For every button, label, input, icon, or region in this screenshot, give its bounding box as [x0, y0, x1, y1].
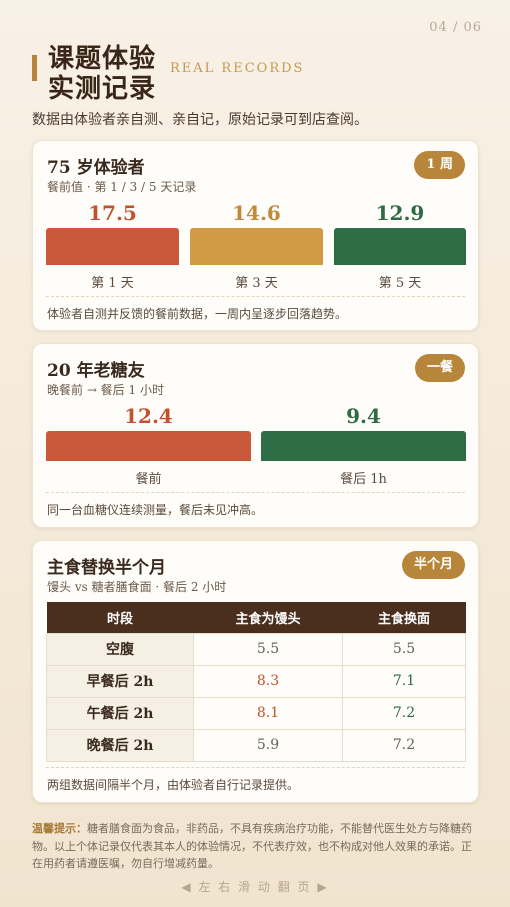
- row: 早餐后 2h 8.3 7.1: [46, 664, 466, 698]
- label: 第 5 天: [378, 276, 422, 291]
- label: 第 3 天: [235, 276, 278, 291]
- title: 实测记录: [48, 74, 157, 104]
- divider: [46, 296, 465, 297]
- label: 第 1 天: [91, 276, 134, 291]
- cell: 空腹: [46, 632, 194, 666]
- disclaimer: 温馨提示：糖者膳食面为食品，非药品，不具有疾病治疗功能，不能替代医生处方与降糖药…: [32, 820, 480, 873]
- th: 主食为馒头: [193, 602, 343, 633]
- value: 17.5: [88, 201, 137, 225]
- cell: 7.2: [342, 728, 466, 762]
- cell: 5.5: [193, 632, 343, 666]
- label: 餐后 1h: [340, 472, 387, 487]
- card: 20 年老糖友 晚餐前 → 餐后 1 小时 一餐 12.4 9.4 餐前 餐后 …: [32, 343, 479, 528]
- badge: 一餐: [414, 354, 465, 382]
- note: 体验者自测并反馈的餐前数据，一周内呈逐步回落趋势。: [47, 307, 348, 321]
- card-subtitle: 晚餐前 → 餐后 1 小时: [47, 383, 164, 397]
- title: 课题体验: [48, 44, 157, 74]
- block: [190, 228, 323, 265]
- row: 空腹 5.5 5.5: [46, 632, 466, 666]
- note: 同一台血糖仪连续测量，餐后未见冲高。: [47, 503, 264, 517]
- page-number: 04 / 06: [429, 20, 482, 35]
- card-subtitle: 馒头 vs 糖者膳食面 · 餐后 2 小时: [47, 580, 227, 594]
- table-header: 时段 主食为馒头 主食换面: [46, 602, 466, 633]
- block: [46, 431, 251, 461]
- note: 两组数据间隔半个月，由体验者自行记录提供。: [47, 778, 300, 792]
- block: [261, 431, 466, 461]
- row: 午餐后 2h 8.1 7.2: [46, 696, 466, 730]
- th: 时段: [46, 602, 194, 633]
- table: 时段 主食为馒头 主食换面 空腹 5.5 5.5 早餐后 2h 8.3 7.1 …: [46, 602, 466, 762]
- disclaimer-label: 温馨提示：: [32, 822, 87, 835]
- block: [334, 228, 466, 265]
- cell: 早餐后 2h: [46, 664, 194, 698]
- value: 9.4: [346, 404, 381, 428]
- divider: [46, 767, 465, 768]
- card: 75 岁体验者 餐前值 · 第 1 / 3 / 5 天记录 1 周 17.5 1…: [32, 140, 479, 331]
- accent-bar: [32, 55, 37, 81]
- card-title: 主食替换半个月: [47, 558, 166, 578]
- cell: 5.5: [342, 632, 466, 666]
- badge: 半个月: [401, 551, 465, 579]
- badge: 1 周: [414, 151, 465, 179]
- row: 晚餐后 2h 5.9 7.2: [46, 728, 466, 762]
- card: 主食替换半个月 馒头 vs 糖者膳食面 · 餐后 2 小时 半个月 时段 主食为…: [32, 540, 479, 803]
- cell: 7.1: [342, 664, 466, 698]
- cell: 晚餐后 2h: [46, 728, 194, 762]
- value: 12.9: [375, 201, 425, 225]
- value: 14.6: [232, 201, 281, 225]
- card-title: 20 年老糖友: [47, 361, 145, 381]
- th: 主食换面: [342, 602, 466, 633]
- subtitle: 数据由体验者亲自测、亲自记，原始记录可到店查阅。: [32, 112, 368, 128]
- cell: 午餐后 2h: [46, 696, 194, 730]
- card-title: 75 岁体验者: [47, 158, 145, 178]
- block: [46, 228, 179, 265]
- card-subtitle: 餐前值 · 第 1 / 3 / 5 天记录: [47, 180, 197, 194]
- cell: 8.3: [193, 664, 343, 698]
- divider: [46, 492, 465, 493]
- value: 12.4: [124, 404, 173, 428]
- label: 餐前: [135, 472, 162, 487]
- cell: 5.9: [193, 728, 343, 762]
- disclaimer-text: 糖者膳食面为食品，非药品，不具有疾病治疗功能，不能替代医生处方与降糖药物。以上个…: [32, 822, 472, 870]
- page-nav[interactable]: ◀ 左 右 滑 动 翻 页 ▶: [181, 880, 329, 894]
- cell: 7.2: [342, 696, 466, 730]
- cell: 8.1: [193, 696, 343, 730]
- tag: REAL RECORDS: [170, 61, 305, 76]
